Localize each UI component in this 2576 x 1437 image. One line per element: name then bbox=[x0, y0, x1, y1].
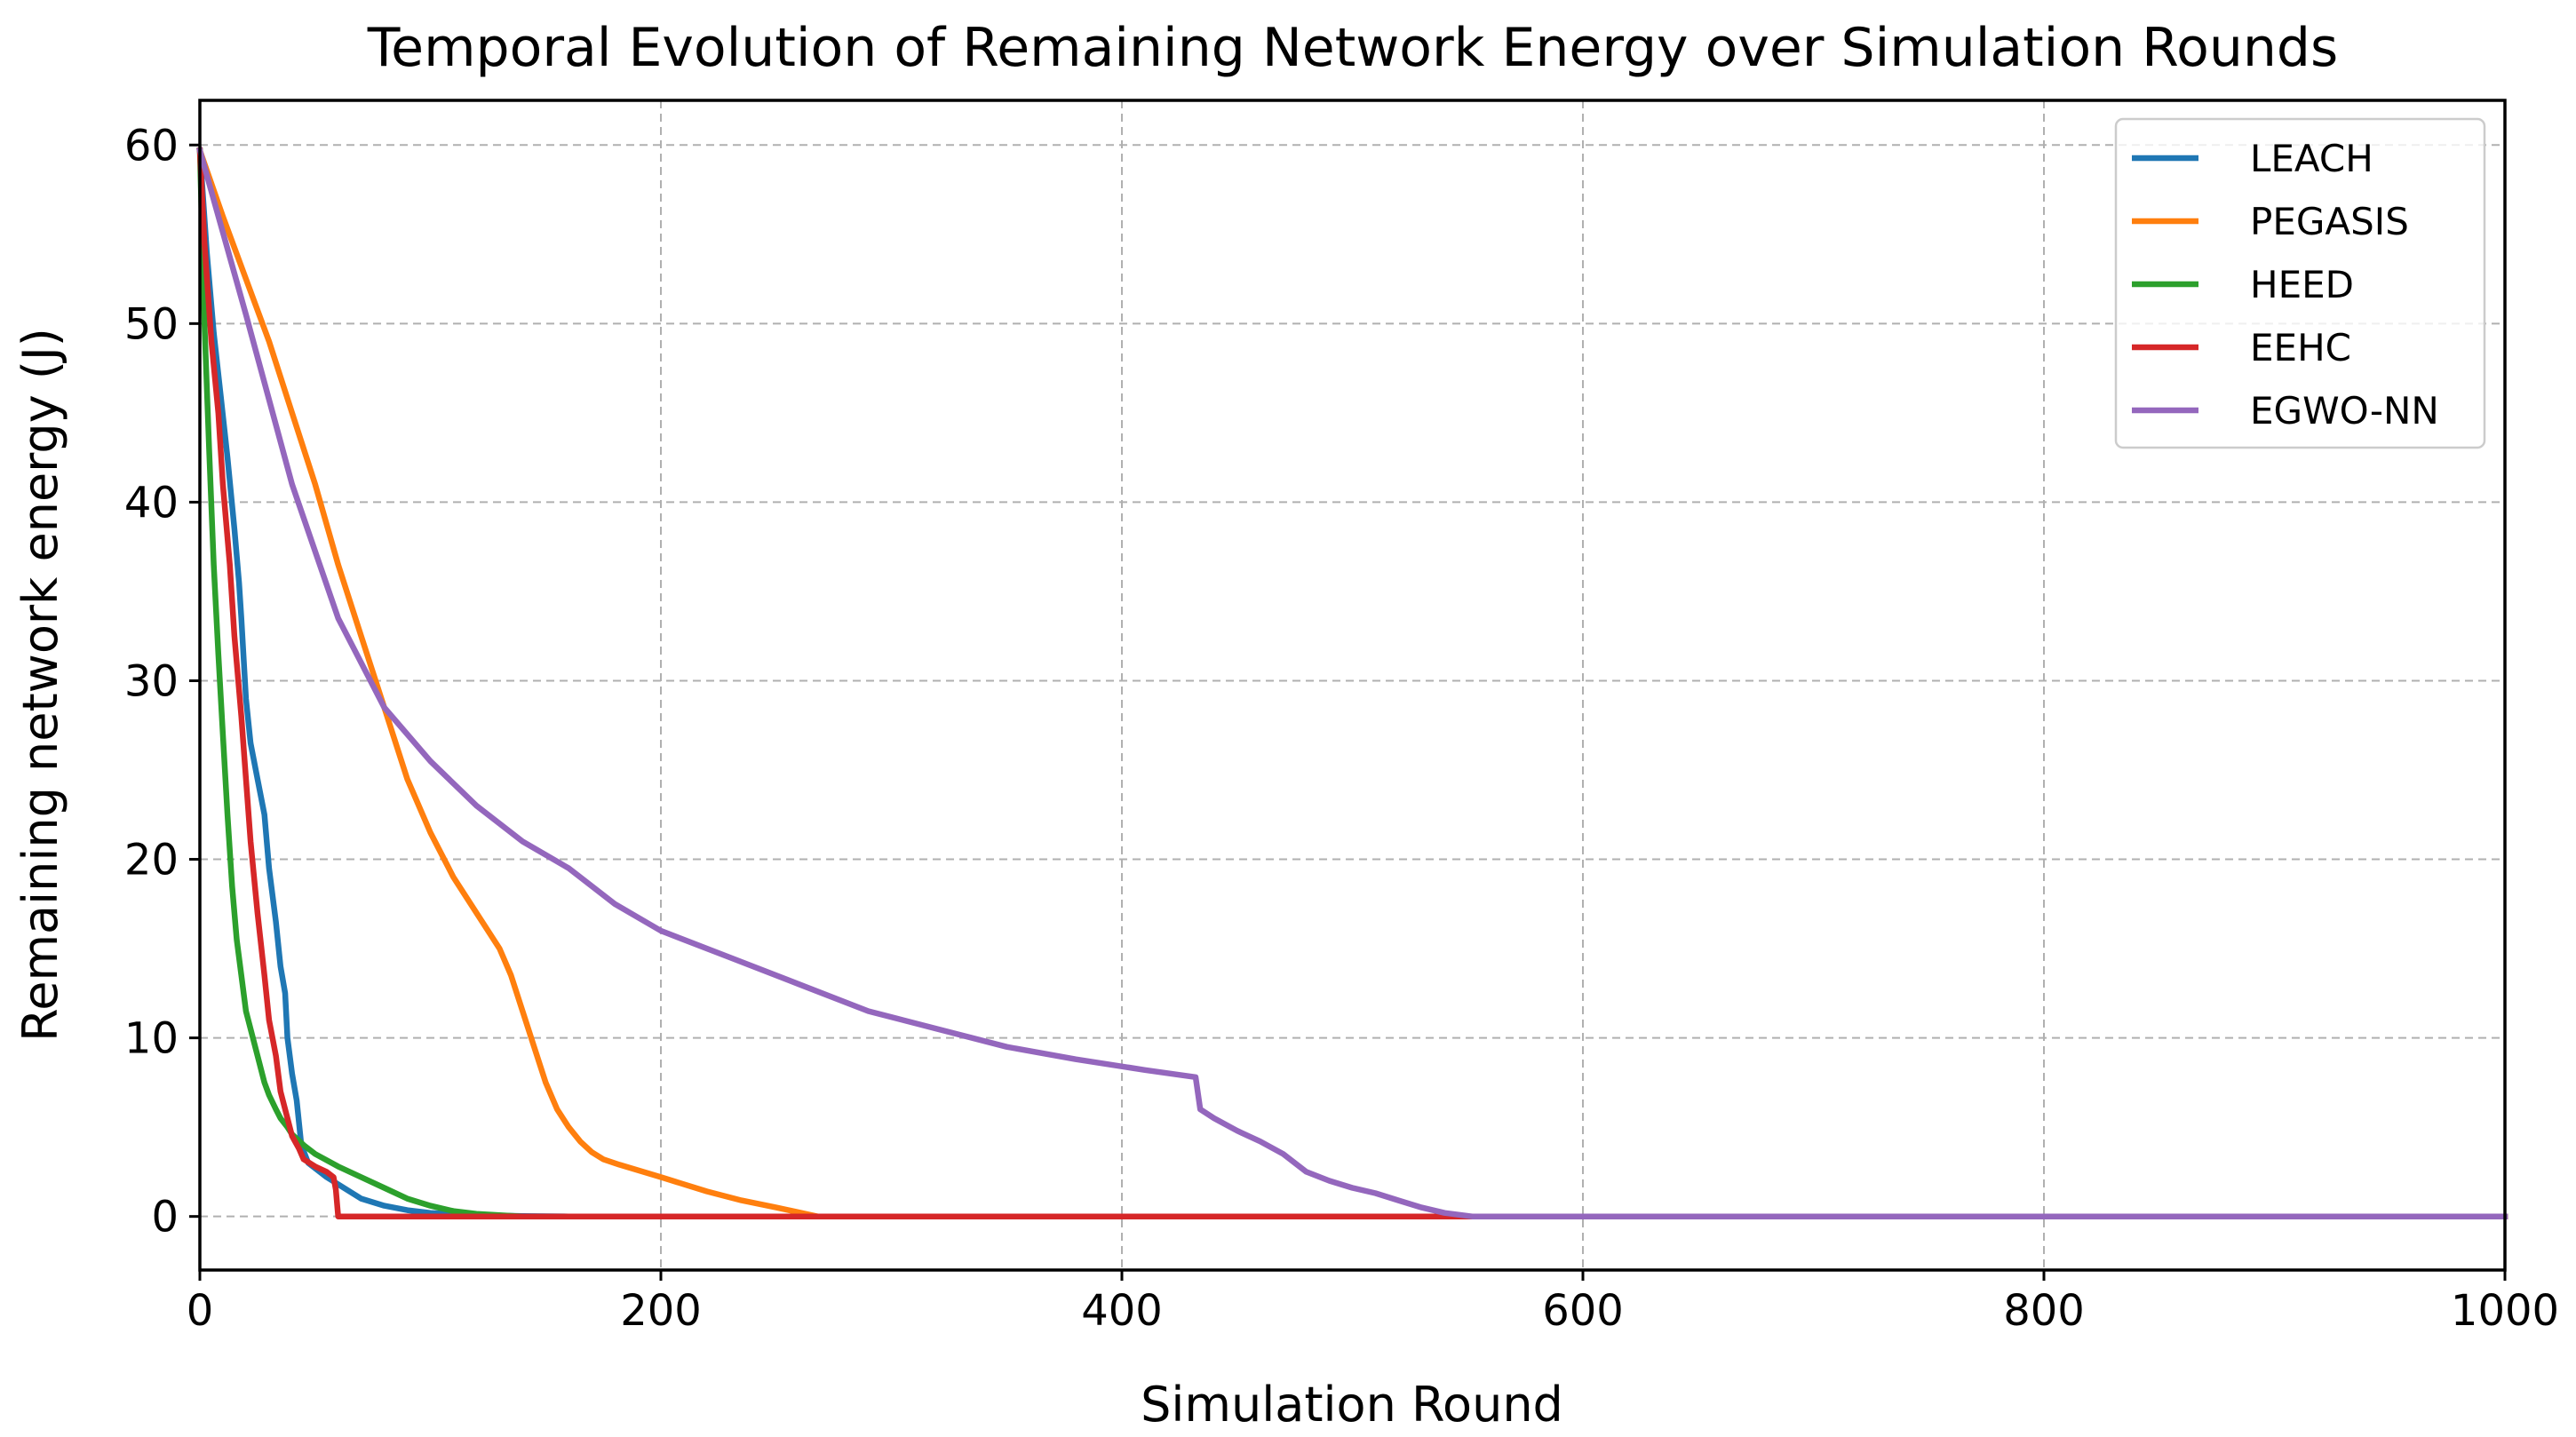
y-tick-label: 10 bbox=[124, 1014, 179, 1064]
legend-label-egwo-nn: EGWO-NN bbox=[2250, 389, 2439, 433]
series-line-heed bbox=[196, 147, 2508, 1219]
x-tick-label: 800 bbox=[2003, 1286, 2085, 1336]
y-tick-label: 0 bbox=[151, 1193, 179, 1242]
legend-box bbox=[2114, 117, 2486, 449]
y-tick-label: 40 bbox=[124, 478, 179, 528]
x-axis-label: Simulation Round bbox=[1141, 1377, 1563, 1433]
legend-label-eehc: EEHC bbox=[2250, 326, 2351, 369]
legend-label-pegasis: PEGASIS bbox=[2250, 200, 2409, 243]
series-line-egwo-nn bbox=[195, 147, 2508, 1219]
y-tick-label: 30 bbox=[124, 656, 179, 706]
series-lines bbox=[195, 147, 2508, 1219]
y-tick-label: 60 bbox=[124, 121, 179, 171]
y-axis-label: Remaining network energy (J) bbox=[12, 328, 68, 1042]
y-tick-label: 50 bbox=[124, 299, 179, 349]
x-tick-label: 1000 bbox=[2451, 1286, 2559, 1336]
plot-frame bbox=[198, 99, 2507, 1272]
chart-title: Temporal Evolution of Remaining Network … bbox=[367, 17, 2339, 79]
x-tick-label: 600 bbox=[1542, 1286, 1624, 1336]
legend-label-leach: LEACH bbox=[2250, 137, 2373, 180]
x-tick-label: 0 bbox=[187, 1286, 214, 1336]
legend-label-heed: HEED bbox=[2250, 263, 2354, 306]
x-tick-label: 400 bbox=[1081, 1286, 1163, 1336]
y-tick-label: 20 bbox=[124, 836, 179, 885]
axis-ticks: 0 200 400 600 800 1000 0 10 20 30 40 50 60 bbox=[124, 121, 2559, 1336]
x-tick-label: 200 bbox=[620, 1286, 702, 1336]
legend: LEACH PEGASIS HEED EEHC EGWO-NN bbox=[2114, 117, 2486, 449]
series-line-leach bbox=[196, 147, 2508, 1219]
series-line-pegasis bbox=[195, 147, 2508, 1219]
series-line-eehc bbox=[196, 147, 2508, 1219]
